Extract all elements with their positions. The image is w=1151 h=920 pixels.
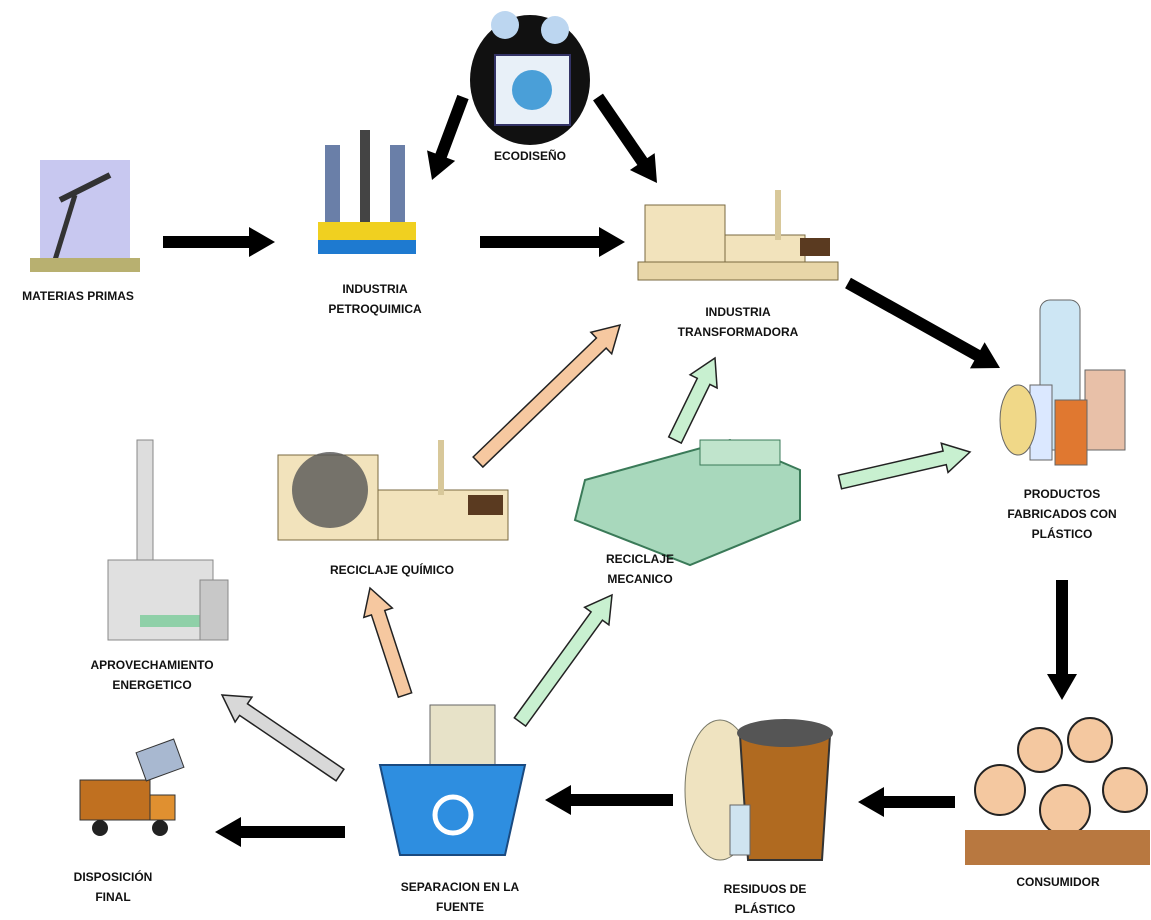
arrow bbox=[545, 785, 673, 815]
arrow bbox=[838, 443, 970, 489]
arrow bbox=[473, 325, 620, 467]
icon-energy-plant bbox=[108, 440, 228, 640]
arrow bbox=[215, 817, 345, 847]
node-label: FUENTE bbox=[436, 900, 484, 914]
icon-consumers bbox=[965, 718, 1150, 865]
arrow bbox=[427, 95, 469, 180]
node-label: TRANSFORMADORA bbox=[678, 325, 799, 339]
node-label: PETROQUIMICA bbox=[328, 302, 422, 316]
node-label: ENERGETICO bbox=[112, 678, 191, 692]
node-label: MECANICO bbox=[607, 572, 672, 586]
arrow bbox=[163, 227, 275, 257]
arrow bbox=[480, 227, 625, 257]
icon-designers bbox=[470, 11, 590, 145]
icon-chem-recycle bbox=[278, 440, 508, 540]
node-label: PLÁSTICO bbox=[735, 901, 796, 916]
node-label: SEPARACION EN LA bbox=[401, 880, 520, 894]
node-label: DISPOSICIÓN bbox=[74, 869, 153, 884]
arrow bbox=[514, 595, 612, 726]
node-label: MATERIAS PRIMAS bbox=[22, 289, 134, 303]
icon-factory bbox=[638, 190, 838, 280]
arrow bbox=[1047, 580, 1077, 700]
icon-products bbox=[1000, 300, 1125, 465]
node-label: INDUSTRIA bbox=[705, 305, 771, 319]
icon-mech-recycle bbox=[575, 440, 800, 565]
arrow bbox=[669, 358, 717, 443]
icon-truck bbox=[80, 739, 184, 836]
arrow bbox=[845, 278, 1000, 369]
diagram: MATERIAS PRIMAS INDUSTRIA PETROQUIMICA ECOD… bbox=[0, 0, 1151, 920]
arrow bbox=[364, 588, 412, 697]
arrow bbox=[858, 787, 955, 817]
icon-oil-pump bbox=[30, 160, 140, 272]
node-label: INDUSTRIA bbox=[342, 282, 408, 296]
node-label: FINAL bbox=[95, 890, 130, 904]
arrow bbox=[593, 94, 657, 183]
node-label: ECODISEÑO bbox=[494, 148, 566, 163]
icon-recycle-bin bbox=[380, 705, 525, 855]
node-label: PRODUCTOS bbox=[1024, 487, 1100, 501]
icon-waste-bin bbox=[685, 719, 833, 860]
node-label: APROVECHAMIENTO bbox=[90, 658, 213, 672]
node-label: FABRICADOS CON bbox=[1007, 507, 1116, 521]
node-label: CONSUMIDOR bbox=[1016, 875, 1100, 889]
node-label: RESIDUOS DE bbox=[724, 882, 807, 896]
node-label: PLÁSTICO bbox=[1032, 526, 1093, 541]
icon-petro bbox=[318, 130, 416, 254]
node-label: RECICLAJE bbox=[606, 552, 674, 566]
node-label: RECICLAJE QUÍMICO bbox=[330, 562, 454, 577]
arrow bbox=[222, 695, 344, 781]
